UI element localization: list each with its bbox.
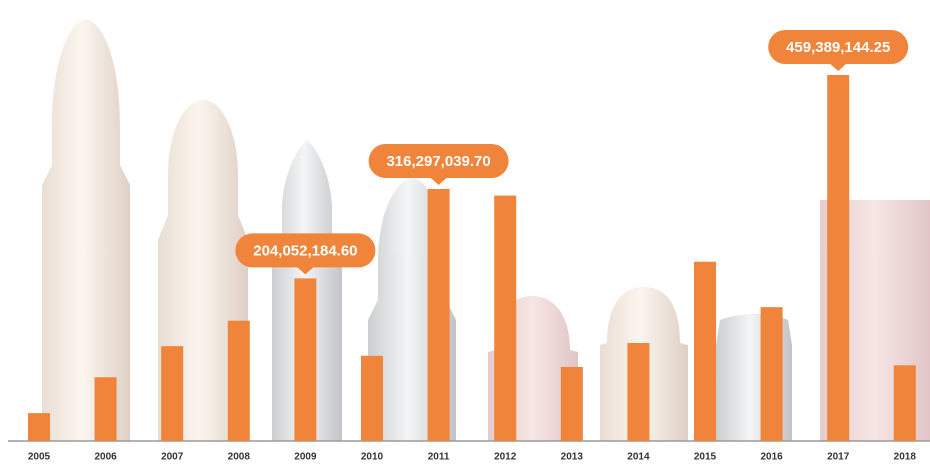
bar — [694, 262, 716, 441]
callout-pointer — [829, 63, 847, 71]
callout: 316,297,039.70 — [369, 144, 509, 185]
value-label: 459,389,144.25 — [786, 39, 890, 56]
bar — [894, 365, 916, 441]
x-tick-label: 2017 — [827, 452, 850, 463]
chart: 2005 2006 2007 2008 2009 204,052,184.60 2010 20… — [0, 0, 930, 464]
x-tick-label: 2010 — [361, 452, 384, 463]
x-tick-label: 2016 — [760, 452, 783, 463]
x-tick-label: 2013 — [561, 452, 584, 463]
bar — [361, 356, 383, 441]
bar — [161, 346, 183, 441]
x-tick-label: 2012 — [494, 452, 517, 463]
bar — [827, 75, 849, 441]
value-label: 204,052,184.60 — [253, 242, 357, 259]
callout: 459,389,144.25 — [768, 30, 908, 71]
callout-pointer — [430, 177, 448, 185]
x-tick-label: 2018 — [894, 452, 917, 463]
x-tick-label: 2009 — [294, 452, 317, 463]
bar — [294, 278, 316, 441]
bar — [761, 307, 783, 441]
bar — [95, 377, 117, 441]
value-label: 316,297,039.70 — [386, 153, 490, 170]
x-tick-label: 2014 — [627, 452, 650, 463]
x-tick-label: 2011 — [428, 452, 450, 463]
bar — [28, 413, 50, 441]
bar — [561, 367, 583, 441]
bar — [627, 343, 649, 441]
x-tick-label: 2008 — [228, 452, 251, 463]
bar — [428, 189, 450, 441]
page: {"chart_data": {"type": "bar", "categori… — [0, 0, 930, 464]
x-tick-label: 2015 — [694, 452, 717, 463]
x-tick-label: 2007 — [161, 452, 184, 463]
x-tick-label: 2006 — [94, 452, 117, 463]
x-tick-label: 2005 — [28, 452, 51, 463]
bar — [494, 196, 516, 441]
bar — [228, 321, 250, 441]
callout: 204,052,184.60 — [235, 233, 375, 274]
